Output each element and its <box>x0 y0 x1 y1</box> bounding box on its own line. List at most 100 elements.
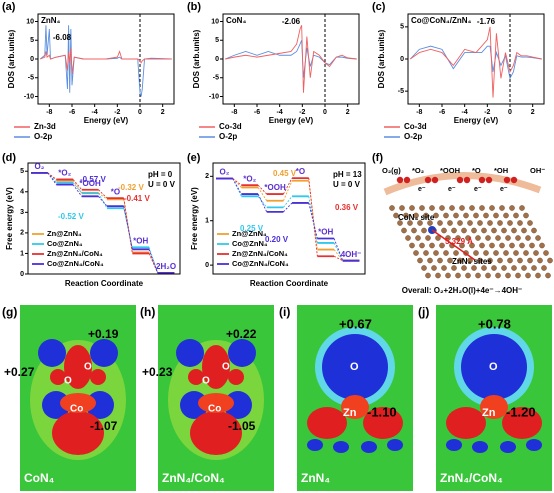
legend-label: O-2p <box>219 132 237 141</box>
lattice-atom <box>491 265 497 271</box>
lattice-atom <box>447 257 453 264</box>
y-axis-label: DOS (arb.units) <box>377 29 386 88</box>
lattice-atom <box>467 257 473 264</box>
connector <box>72 184 83 197</box>
step-label: *O <box>111 187 120 196</box>
lattice-atom <box>485 235 491 241</box>
lattice-atom <box>477 257 483 264</box>
y-tick-label: -5 <box>213 75 219 82</box>
lattice-atom <box>451 265 457 271</box>
lattice-atom <box>493 250 499 256</box>
x-tick-label: -4 <box>92 109 98 116</box>
lattice-atom <box>421 265 427 271</box>
y-tick-label: 1 <box>205 218 209 225</box>
accumulation <box>363 407 403 439</box>
y-tick-label: 5 <box>20 168 24 175</box>
lattice-atom <box>463 212 469 219</box>
lattice-atom <box>537 257 543 264</box>
lattice-atom <box>515 235 521 241</box>
y-tick-label: 0 <box>400 56 404 63</box>
depletion <box>38 339 66 367</box>
panel-title: CoN₄ <box>226 16 246 25</box>
annotation: 0.45 V <box>273 169 297 178</box>
connector <box>47 172 57 180</box>
lattice-atom <box>443 250 449 256</box>
step-label: OH⁻ <box>530 166 545 175</box>
atom: O <box>202 376 210 387</box>
connector <box>72 180 83 194</box>
connector <box>47 172 57 183</box>
accumulation <box>307 407 347 439</box>
lattice-atom <box>489 242 495 249</box>
connector <box>98 196 108 207</box>
lattice-atom <box>527 257 533 264</box>
electron-label: e⁻ <box>474 186 482 193</box>
lattice-atom <box>449 205 455 211</box>
lattice-atom <box>435 235 441 241</box>
condition: U = 0 V <box>148 180 176 189</box>
accumulation <box>60 393 96 413</box>
lattice-atom <box>409 242 415 249</box>
connector <box>257 196 268 208</box>
lattice-atom <box>439 242 445 249</box>
caption: CoN₄ <box>24 471 55 485</box>
o-atom <box>510 176 518 184</box>
o-atom <box>478 176 486 184</box>
y-axis-label: DOS (arb.units) <box>7 29 16 88</box>
connector <box>232 178 242 197</box>
accumulation <box>64 345 92 389</box>
legend-label: Zn@ZnN₄/CoN₄ <box>47 249 103 258</box>
atom: O <box>222 362 230 373</box>
lattice-atom <box>467 220 473 226</box>
lattice-atom <box>453 212 459 219</box>
y-tick-label: -10 <box>24 93 34 100</box>
y-tick-label: 5 <box>215 37 219 44</box>
y-tick-label: 5 <box>30 37 34 44</box>
y-tick-label: 10 <box>26 18 34 25</box>
lattice-atom <box>427 220 433 226</box>
x-tick-label: 2 <box>161 109 165 116</box>
lattice-atom <box>497 220 503 226</box>
dos-curve <box>410 26 542 98</box>
x-tick-label: -8 <box>231 109 237 116</box>
accumulation <box>228 369 244 385</box>
y-tick-label: 0 <box>20 271 24 278</box>
lattice-atom <box>389 205 395 211</box>
connector <box>257 193 268 213</box>
lattice-atom <box>499 205 505 211</box>
lattice-atom <box>455 235 461 241</box>
sites-label: ZnN₄ sites <box>452 257 492 266</box>
panel-label: (j) <box>418 305 429 319</box>
y-tick-label: 3 <box>20 209 24 216</box>
caption: ZnN₄ <box>301 471 330 485</box>
lattice-atom <box>523 250 529 256</box>
lattice-atom <box>523 212 529 219</box>
electron-label: e⁻ <box>418 186 426 193</box>
step-label: O₂(g) <box>382 166 401 175</box>
connector <box>148 247 159 274</box>
lattice-atom <box>417 220 423 226</box>
step-label: *O₂ <box>412 166 424 175</box>
lattice-atom <box>487 257 493 264</box>
lattice-atom <box>471 227 477 234</box>
depletion <box>387 439 403 451</box>
lattice-atom <box>403 212 409 219</box>
lattice-atom <box>423 212 429 219</box>
lattice-atom <box>455 272 461 279</box>
lattice-atom <box>417 257 423 264</box>
depletion <box>90 339 118 367</box>
lattice-atom <box>505 235 511 241</box>
lattice-atom <box>473 250 479 256</box>
dos-curve <box>409 45 542 80</box>
step-label: *O <box>296 167 305 176</box>
connector <box>98 192 108 209</box>
annotation: -0.52 V <box>58 212 84 221</box>
lattice-atom <box>413 212 419 219</box>
dos-curve <box>225 40 357 78</box>
annotation: -0.32 V <box>118 183 144 192</box>
annotation: 0.36 V <box>335 203 359 212</box>
lattice-atom <box>483 250 489 256</box>
lattice-atom <box>481 227 487 234</box>
connector <box>123 206 133 250</box>
